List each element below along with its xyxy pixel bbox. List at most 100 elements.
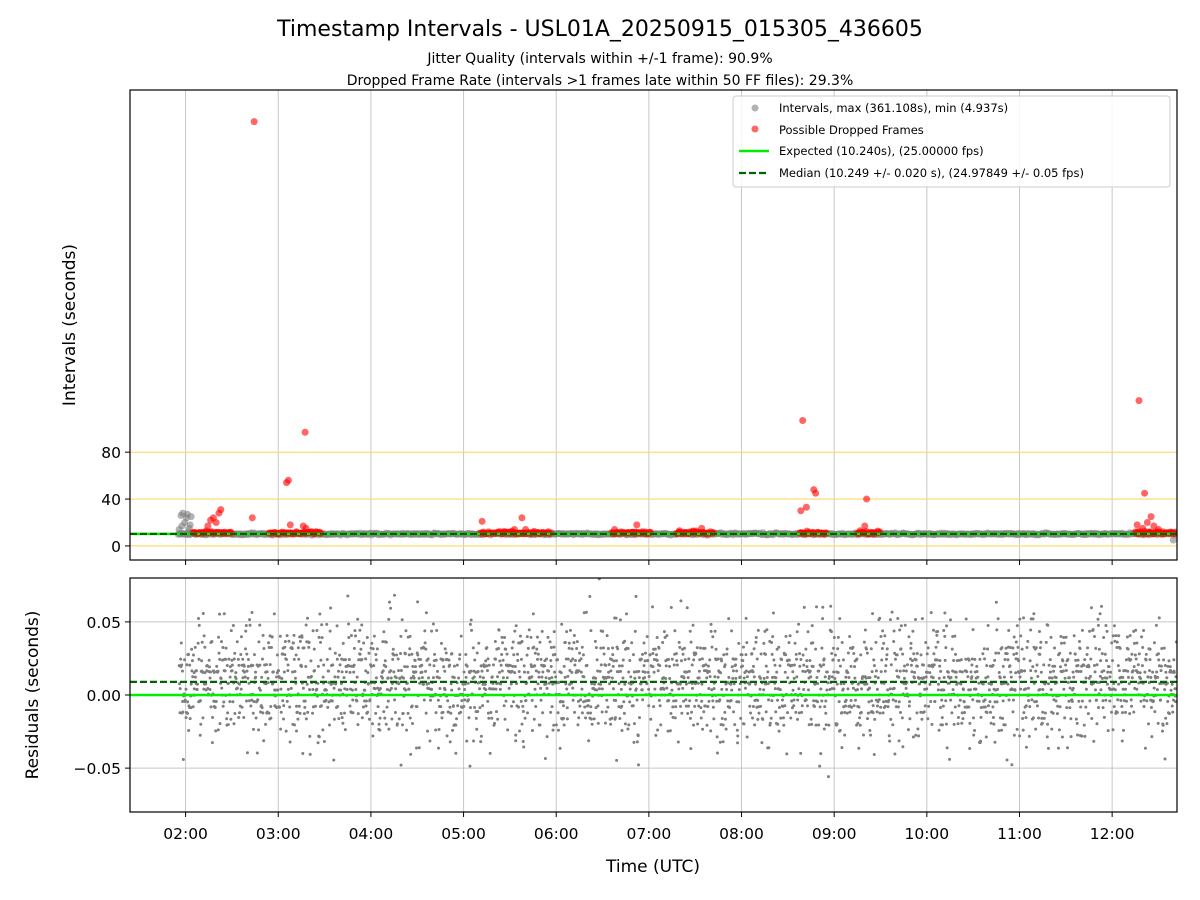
residual-point [248, 623, 252, 627]
residual-point [1040, 716, 1044, 720]
residual-point [357, 639, 361, 643]
residual-point [247, 681, 251, 685]
residual-point [181, 710, 185, 714]
residual-point [812, 699, 816, 703]
residual-point [1035, 704, 1039, 708]
residual-point [1092, 634, 1096, 638]
residual-point [973, 657, 977, 661]
residual-point [982, 647, 986, 651]
residual-point [584, 716, 588, 720]
residual-point [183, 658, 187, 662]
residual-point [251, 664, 255, 668]
residual-point [1094, 698, 1098, 702]
residual-point [623, 682, 627, 686]
residual-point [745, 641, 749, 645]
residual-point [1046, 623, 1050, 627]
residual-point [603, 721, 607, 725]
residual-point [1156, 721, 1160, 725]
residual-point [178, 687, 182, 691]
residual-point [1099, 659, 1103, 663]
residual-point [822, 663, 826, 667]
residual-point [833, 653, 837, 657]
residual-point [1133, 653, 1137, 657]
residual-point [688, 716, 692, 720]
residual-point [675, 659, 679, 663]
residual-point [794, 652, 798, 656]
residual-point [526, 670, 530, 674]
residual-point [399, 651, 403, 655]
residual-point [573, 710, 577, 714]
residual-point [906, 728, 910, 732]
residual-point [898, 669, 902, 673]
residual-point [969, 670, 973, 674]
residual-point [381, 669, 385, 673]
residual-point [888, 739, 892, 743]
residual-point [836, 647, 840, 651]
residual-point [428, 739, 432, 743]
residual-point [440, 716, 444, 720]
residual-point [355, 675, 359, 679]
residual-point [790, 663, 794, 667]
residual-point [791, 670, 795, 674]
residual-point [827, 723, 831, 727]
residual-point [971, 716, 975, 720]
residual-point [512, 653, 516, 657]
residual-point [511, 664, 515, 668]
residual-point [723, 663, 727, 667]
residual-point [791, 688, 795, 692]
residual-point [420, 676, 424, 680]
residual-point [625, 612, 629, 616]
residual-point [308, 688, 312, 692]
residual-point [776, 722, 780, 726]
residual-point [684, 704, 688, 708]
residual-point [590, 682, 594, 686]
residual-point [392, 653, 396, 657]
residual-point [978, 657, 982, 661]
residual-point [416, 653, 420, 657]
residual-point [668, 729, 672, 733]
residual-point [378, 716, 382, 720]
residual-point [389, 606, 393, 610]
residual-point [501, 676, 505, 680]
residual-point [1064, 635, 1068, 639]
residual-point [732, 710, 736, 714]
residual-point [671, 715, 675, 719]
residual-point [181, 700, 185, 704]
residual-point [1105, 629, 1109, 633]
residual-point [600, 687, 604, 691]
residual-point [239, 635, 243, 639]
residual-point [732, 682, 736, 686]
residual-point [1110, 641, 1114, 645]
residual-point [418, 657, 422, 661]
residual-point [716, 675, 720, 679]
residual-point [826, 775, 830, 779]
residual-point [304, 717, 308, 721]
residual-point [1152, 686, 1156, 690]
residual-point [661, 641, 665, 645]
residual-point [569, 659, 573, 663]
residual-point [536, 682, 540, 686]
residual-point [358, 628, 362, 632]
residual-point [896, 705, 900, 709]
residual-point [457, 687, 461, 691]
dropped-frame-point [698, 524, 706, 532]
residual-point [328, 723, 332, 727]
residual-point [1089, 674, 1093, 678]
residual-point [478, 706, 482, 710]
residual-point [431, 676, 435, 680]
residual-point [832, 687, 836, 691]
residual-point [302, 712, 306, 716]
residual-point [583, 705, 587, 709]
residual-point [733, 723, 737, 727]
residuals-y-tick-label: −0.05 [74, 760, 122, 778]
residual-point [800, 704, 804, 708]
residual-point [530, 728, 534, 732]
residual-point [405, 728, 409, 732]
residual-point [262, 647, 266, 651]
residual-point [883, 704, 887, 708]
residual-point [739, 716, 743, 720]
residual-point [1031, 617, 1035, 621]
residual-point [598, 669, 602, 673]
residual-point [278, 705, 282, 709]
residual-point [302, 646, 306, 650]
